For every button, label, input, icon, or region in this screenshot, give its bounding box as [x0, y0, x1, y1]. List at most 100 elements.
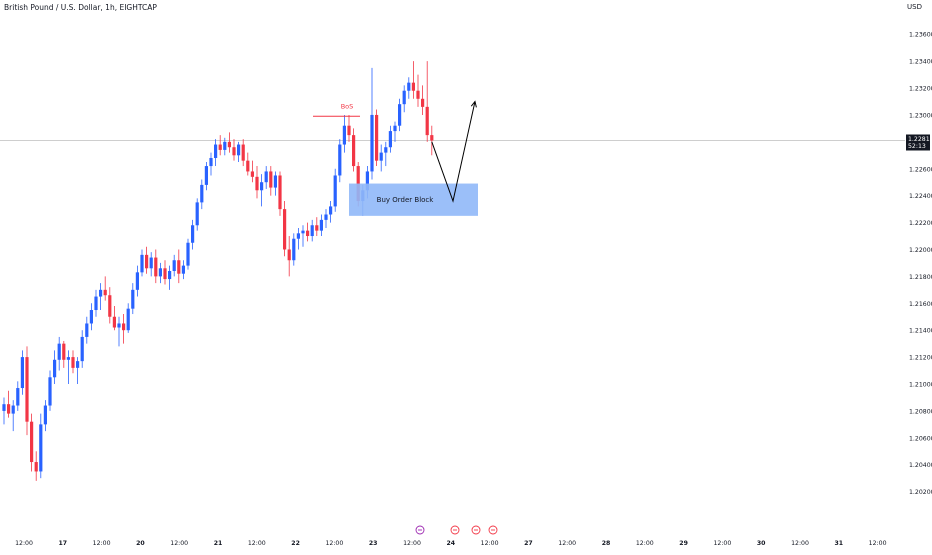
candle-body	[85, 323, 89, 337]
candle	[140, 249, 144, 277]
price-tick-label: 1.22200	[909, 220, 932, 227]
candle-body	[195, 202, 199, 226]
candle	[352, 128, 356, 172]
candle	[126, 303, 130, 333]
candle	[158, 262, 162, 284]
candle	[16, 381, 20, 411]
candles	[2, 61, 434, 481]
candle	[255, 166, 259, 199]
candle	[57, 336, 61, 371]
candle	[246, 152, 250, 176]
price-tick-label: 1.20200	[909, 489, 932, 496]
candle	[333, 168, 337, 212]
candle	[388, 125, 392, 153]
event-marker-e	[415, 525, 425, 535]
candle	[163, 260, 167, 285]
candle	[407, 77, 411, 99]
candle-body	[20, 357, 24, 389]
candle-body	[264, 171, 268, 183]
candle-body	[154, 257, 158, 277]
time-tick-label: 29	[679, 540, 688, 547]
candle-body	[237, 144, 241, 156]
candle	[200, 179, 204, 210]
candle	[310, 219, 314, 242]
price-tick-label: 1.23600	[909, 32, 932, 39]
candle	[402, 85, 406, 113]
candle-body	[416, 90, 420, 99]
candle-body	[319, 219, 323, 231]
candle	[306, 222, 310, 242]
candle-body	[296, 233, 300, 239]
time-tick-label: 22	[291, 540, 300, 547]
candle-body	[149, 257, 153, 269]
candle	[411, 61, 415, 99]
candle-body	[241, 144, 245, 161]
order-block-label: Buy Order Block	[377, 196, 435, 204]
candle-body	[209, 157, 213, 167]
candle-body	[223, 141, 227, 150]
candle	[218, 135, 222, 156]
candle-body	[191, 225, 195, 243]
candle-body	[301, 230, 305, 234]
candle-body	[292, 238, 296, 261]
candle-body	[273, 175, 277, 188]
candle-body	[306, 230, 310, 237]
time-tick-label: 20	[136, 540, 145, 547]
candle-body	[260, 182, 264, 191]
price-tick-label: 1.23000	[909, 112, 932, 119]
candle	[250, 160, 254, 183]
candle-body	[214, 144, 218, 158]
candle-body	[99, 289, 103, 297]
candle	[103, 276, 107, 301]
candle-body	[324, 214, 328, 220]
time-tick-label: 12:00	[15, 540, 33, 547]
candle-body	[11, 405, 15, 414]
price-tick-label: 1.21600	[909, 301, 932, 308]
price-tick-label: 1.22600	[909, 166, 932, 173]
last-price-label: 1.22811	[908, 136, 932, 143]
candle	[237, 141, 241, 163]
candle-body	[140, 254, 144, 273]
candle-body	[255, 176, 259, 191]
candle-body	[158, 268, 162, 277]
time-tick-label: 12:00	[170, 540, 188, 547]
candle-body	[250, 171, 254, 177]
candle-body	[411, 82, 415, 91]
candle	[154, 249, 158, 284]
event-marker-us	[488, 525, 498, 535]
candle-body	[246, 160, 250, 172]
candle	[2, 397, 6, 425]
candle	[30, 413, 34, 472]
candle-body	[393, 125, 397, 132]
price-tick-label: 1.21000	[909, 382, 932, 389]
candle-body	[269, 171, 273, 188]
candle	[80, 330, 84, 368]
current-price-tag	[906, 134, 930, 151]
candle-body	[375, 114, 379, 161]
candle-body	[384, 147, 388, 153]
candle-body	[200, 184, 204, 203]
event-marker-us	[450, 525, 460, 535]
candle	[66, 350, 70, 385]
time-tick-label: 30	[757, 540, 766, 547]
candle	[421, 85, 425, 115]
candle-body	[80, 336, 84, 362]
candle	[181, 260, 185, 280]
candle	[11, 400, 15, 432]
candle	[260, 174, 264, 207]
candle-body	[34, 462, 38, 472]
candle	[347, 114, 351, 142]
time-tick-label: 28	[602, 540, 611, 547]
candle-body	[71, 357, 75, 368]
candle-body	[163, 268, 167, 280]
candle-body	[53, 359, 57, 378]
candle	[283, 201, 287, 257]
candle	[214, 139, 218, 167]
forecast-arrowhead	[470, 100, 477, 108]
candle	[379, 144, 383, 172]
candle-body	[16, 388, 20, 406]
candle	[273, 171, 277, 196]
candle-body	[76, 361, 80, 368]
